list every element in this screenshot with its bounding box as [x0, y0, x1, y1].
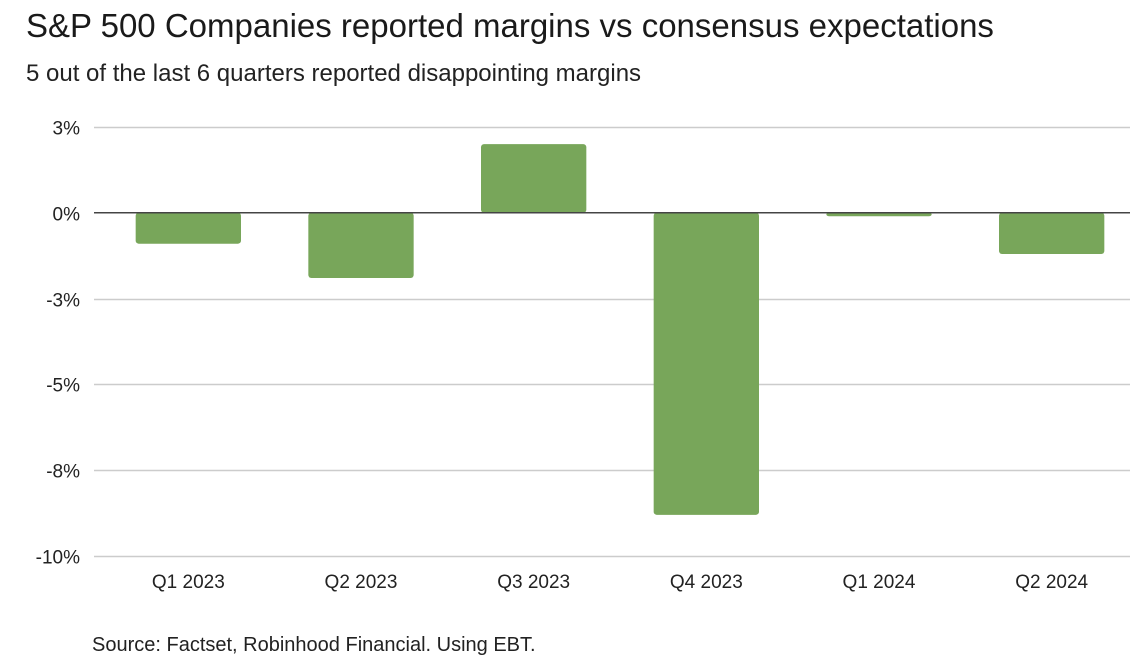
- bar-q1-2024: [826, 212, 932, 217]
- chart-subtitle: 5 out of the last 6 quarters reported di…: [26, 60, 642, 87]
- x-tick-label: Q1 2024: [843, 572, 916, 593]
- bar-q4-2023: [653, 212, 759, 515]
- y-tick-label: 0%: [53, 205, 81, 226]
- bar-q2-2024: [999, 212, 1105, 254]
- x-tick-label: Q2 2023: [325, 572, 398, 593]
- y-tick-label: -5%: [46, 376, 80, 397]
- x-tick-label: Q3 2023: [497, 572, 570, 593]
- x-tick-label: Q1 2023: [152, 572, 225, 593]
- bars: [135, 144, 1105, 515]
- y-tick-label: -8%: [46, 462, 80, 483]
- bar-q1-2023: [135, 212, 241, 244]
- gridlines: [94, 126, 1130, 558]
- source-note: Source: Factset, Robinhood Financial. Us…: [92, 634, 536, 656]
- x-tick-label: Q2 2024: [1015, 572, 1088, 593]
- y-tick-label: -10%: [36, 548, 80, 569]
- y-axis-ticks: 3% 0% -3% -5% -8% -10%: [36, 119, 80, 569]
- y-tick-label: -3%: [46, 291, 80, 312]
- x-tick-label: Q4 2023: [670, 572, 743, 593]
- y-tick-label: 3%: [53, 119, 81, 140]
- chart-title: S&P 500 Companies reported margins vs co…: [26, 7, 994, 44]
- bar-q2-2023: [308, 212, 414, 279]
- x-axis-labels: Q1 2023 Q2 2023 Q3 2023 Q4 2023 Q1 2024 Q2 20…: [152, 572, 1089, 593]
- bar-q3-2023: [481, 144, 587, 213]
